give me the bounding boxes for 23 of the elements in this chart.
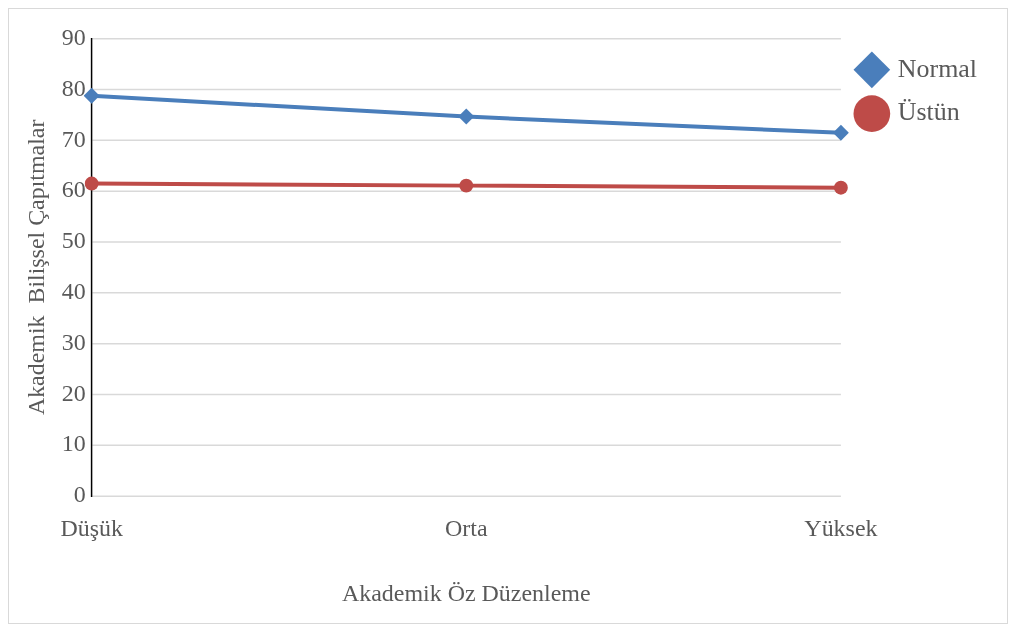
legend-label: Üstün xyxy=(897,97,960,127)
point xyxy=(832,124,849,141)
y-tick-label: 90 xyxy=(61,24,86,51)
point xyxy=(84,176,99,191)
y-tick-label: 0 xyxy=(73,481,86,508)
y-tick-label: 20 xyxy=(61,379,86,406)
y-tick-label: 50 xyxy=(61,227,86,254)
y-tick-label: 60 xyxy=(61,176,86,203)
x-tick-label: Yüksek xyxy=(804,515,878,542)
x-tick-label: Orta xyxy=(445,515,488,542)
y-tick-label: 30 xyxy=(61,328,86,355)
point xyxy=(458,108,475,125)
y-tick-label: 10 xyxy=(61,430,86,457)
x-axis-title: Akademik Öz Düzenleme xyxy=(341,579,591,606)
y-axis-title: Akademik Bilişsel Çapıtmalar xyxy=(22,119,49,416)
point xyxy=(83,87,100,104)
point xyxy=(833,180,848,195)
x-tick-label: Düşük xyxy=(60,515,123,542)
legend-label: Normal xyxy=(897,53,978,83)
y-tick-label: 70 xyxy=(61,125,86,152)
y-tick-label: 40 xyxy=(61,278,86,305)
y-tick-label: 80 xyxy=(61,74,86,101)
point xyxy=(459,178,474,193)
